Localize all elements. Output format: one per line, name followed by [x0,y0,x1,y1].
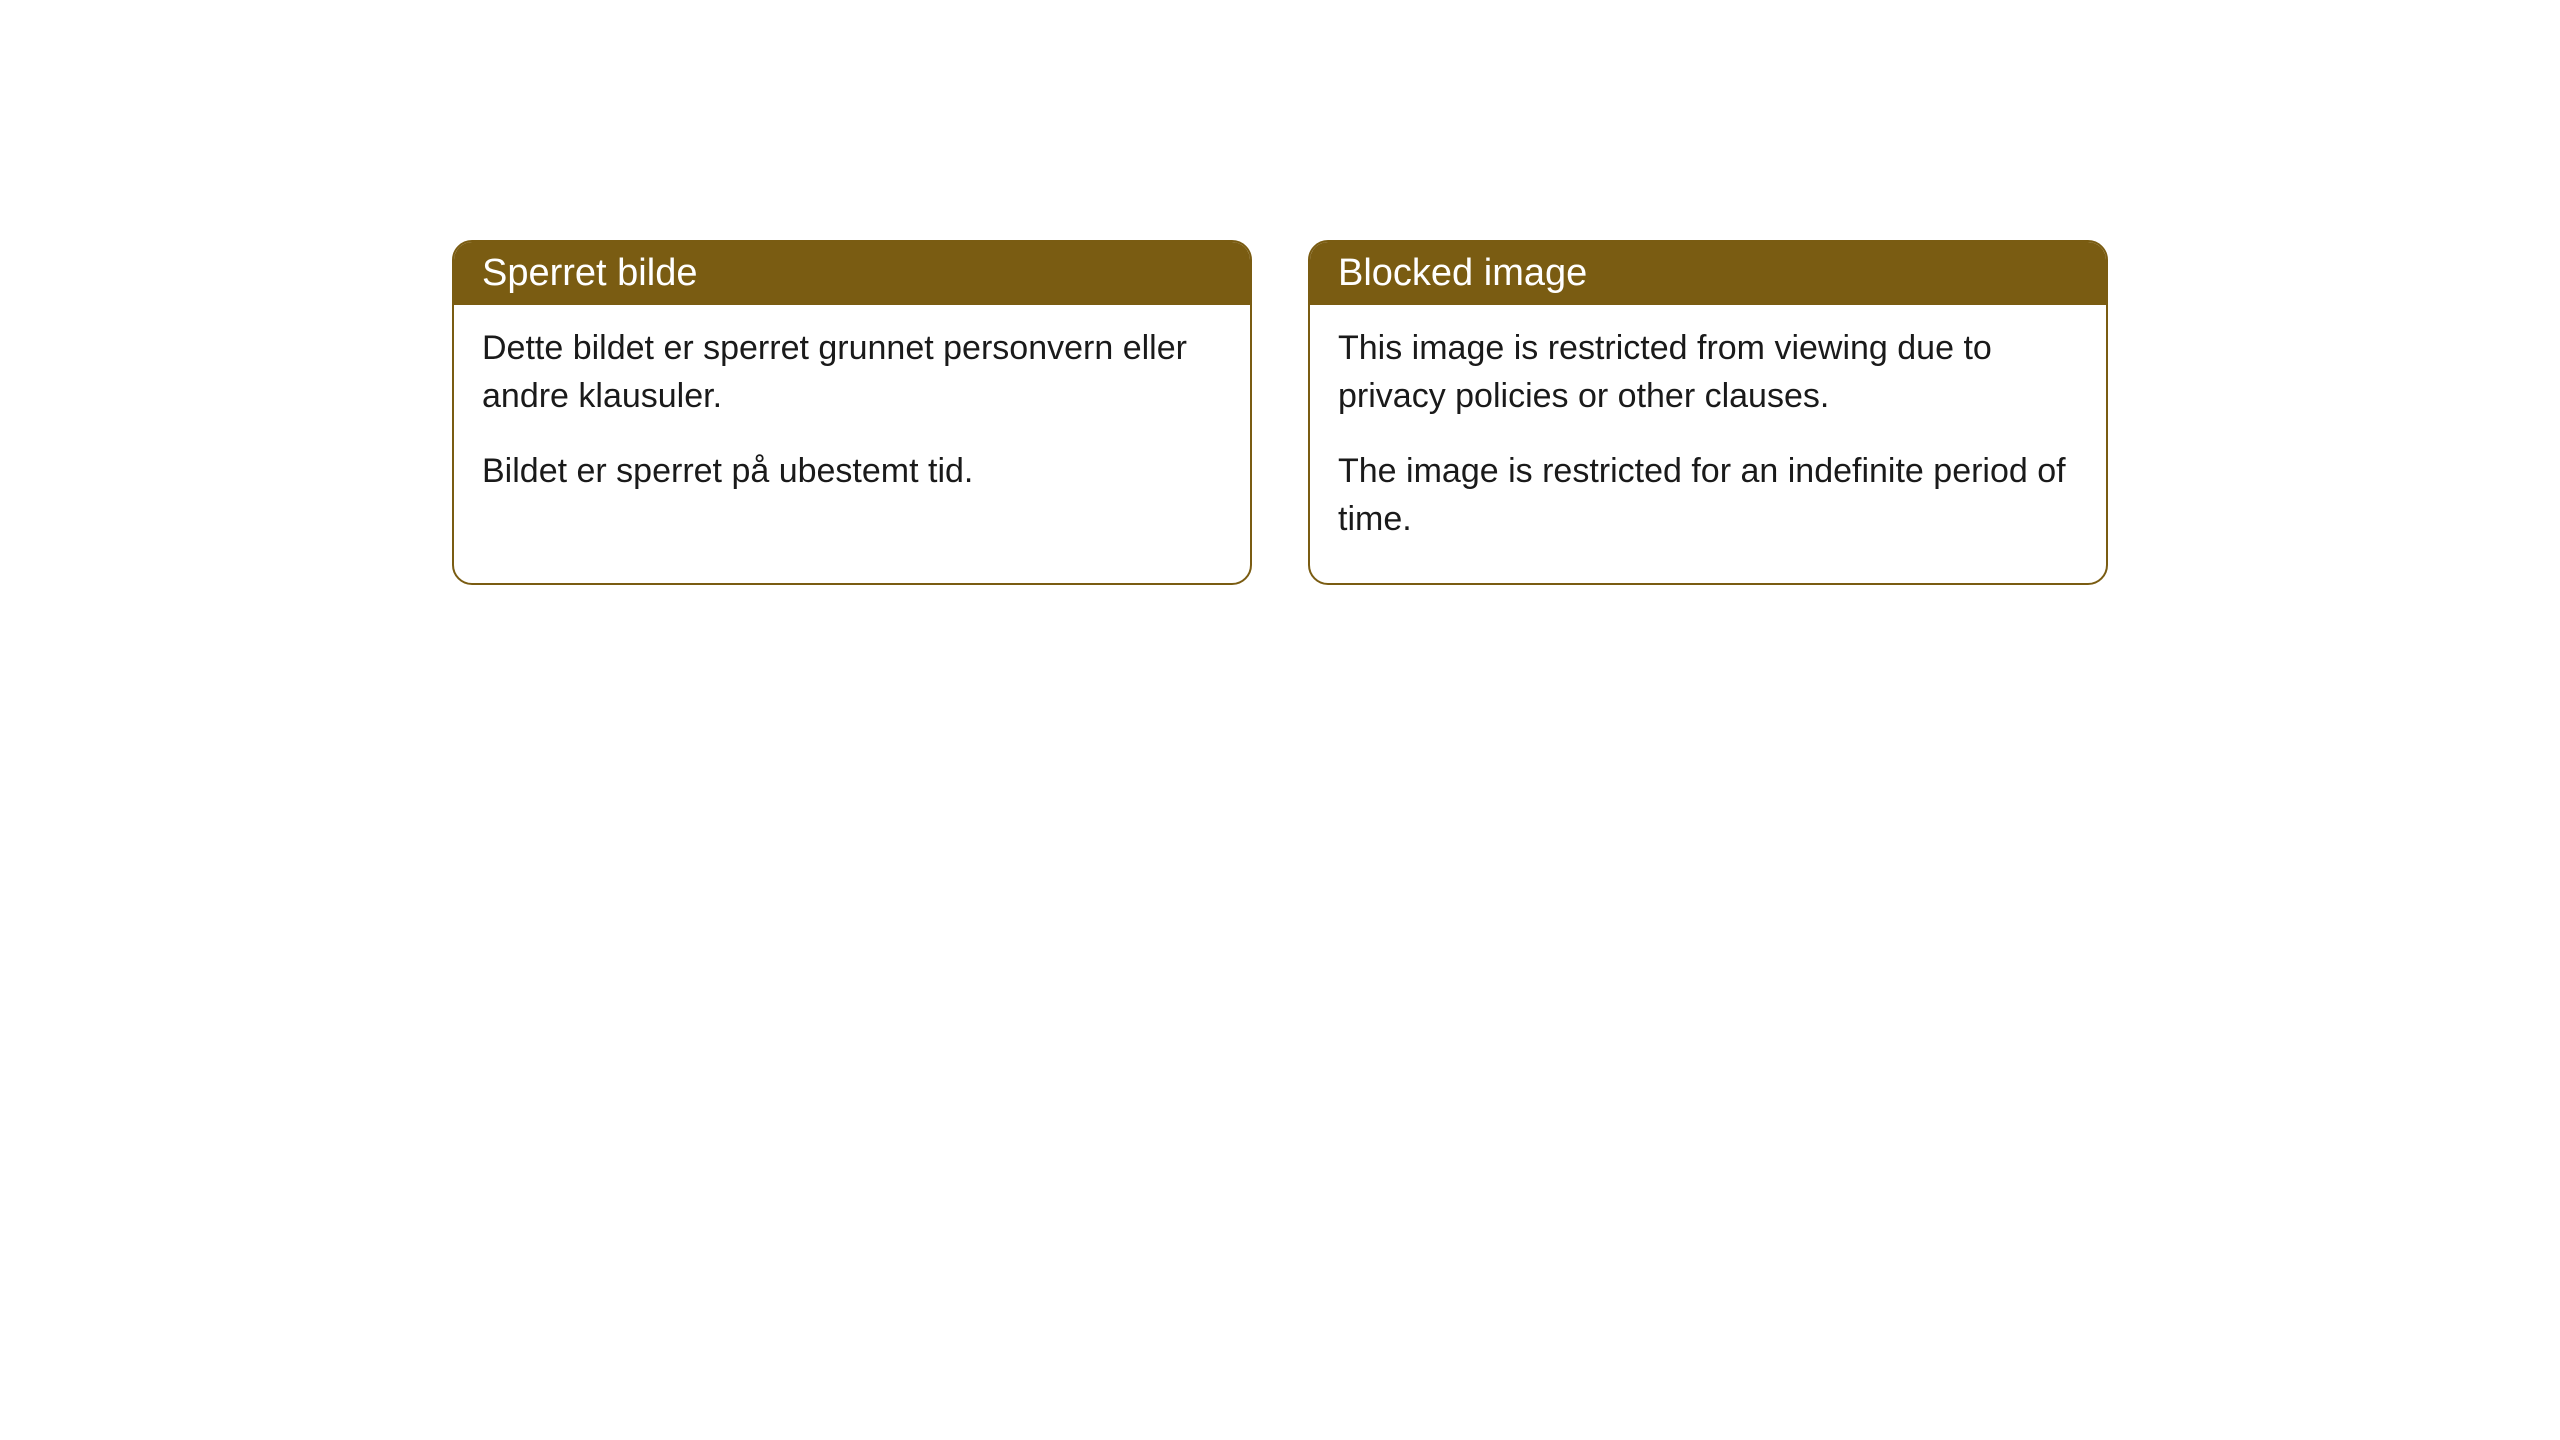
blocked-image-card-no: Sperret bilde Dette bildet er sperret gr… [452,240,1252,585]
card-paragraph-2: Bildet er sperret på ubestemt tid. [482,448,1222,496]
cards-container: Sperret bilde Dette bildet er sperret gr… [0,240,2560,585]
card-header: Blocked image [1310,242,2106,305]
card-body: This image is restricted from viewing du… [1310,305,2106,583]
blocked-image-card-en: Blocked image This image is restricted f… [1308,240,2108,585]
card-paragraph-2: The image is restricted for an indefinit… [1338,448,2078,543]
card-body: Dette bildet er sperret grunnet personve… [454,305,1250,536]
card-paragraph-1: Dette bildet er sperret grunnet personve… [482,325,1222,420]
card-paragraph-1: This image is restricted from viewing du… [1338,325,2078,420]
card-header: Sperret bilde [454,242,1250,305]
